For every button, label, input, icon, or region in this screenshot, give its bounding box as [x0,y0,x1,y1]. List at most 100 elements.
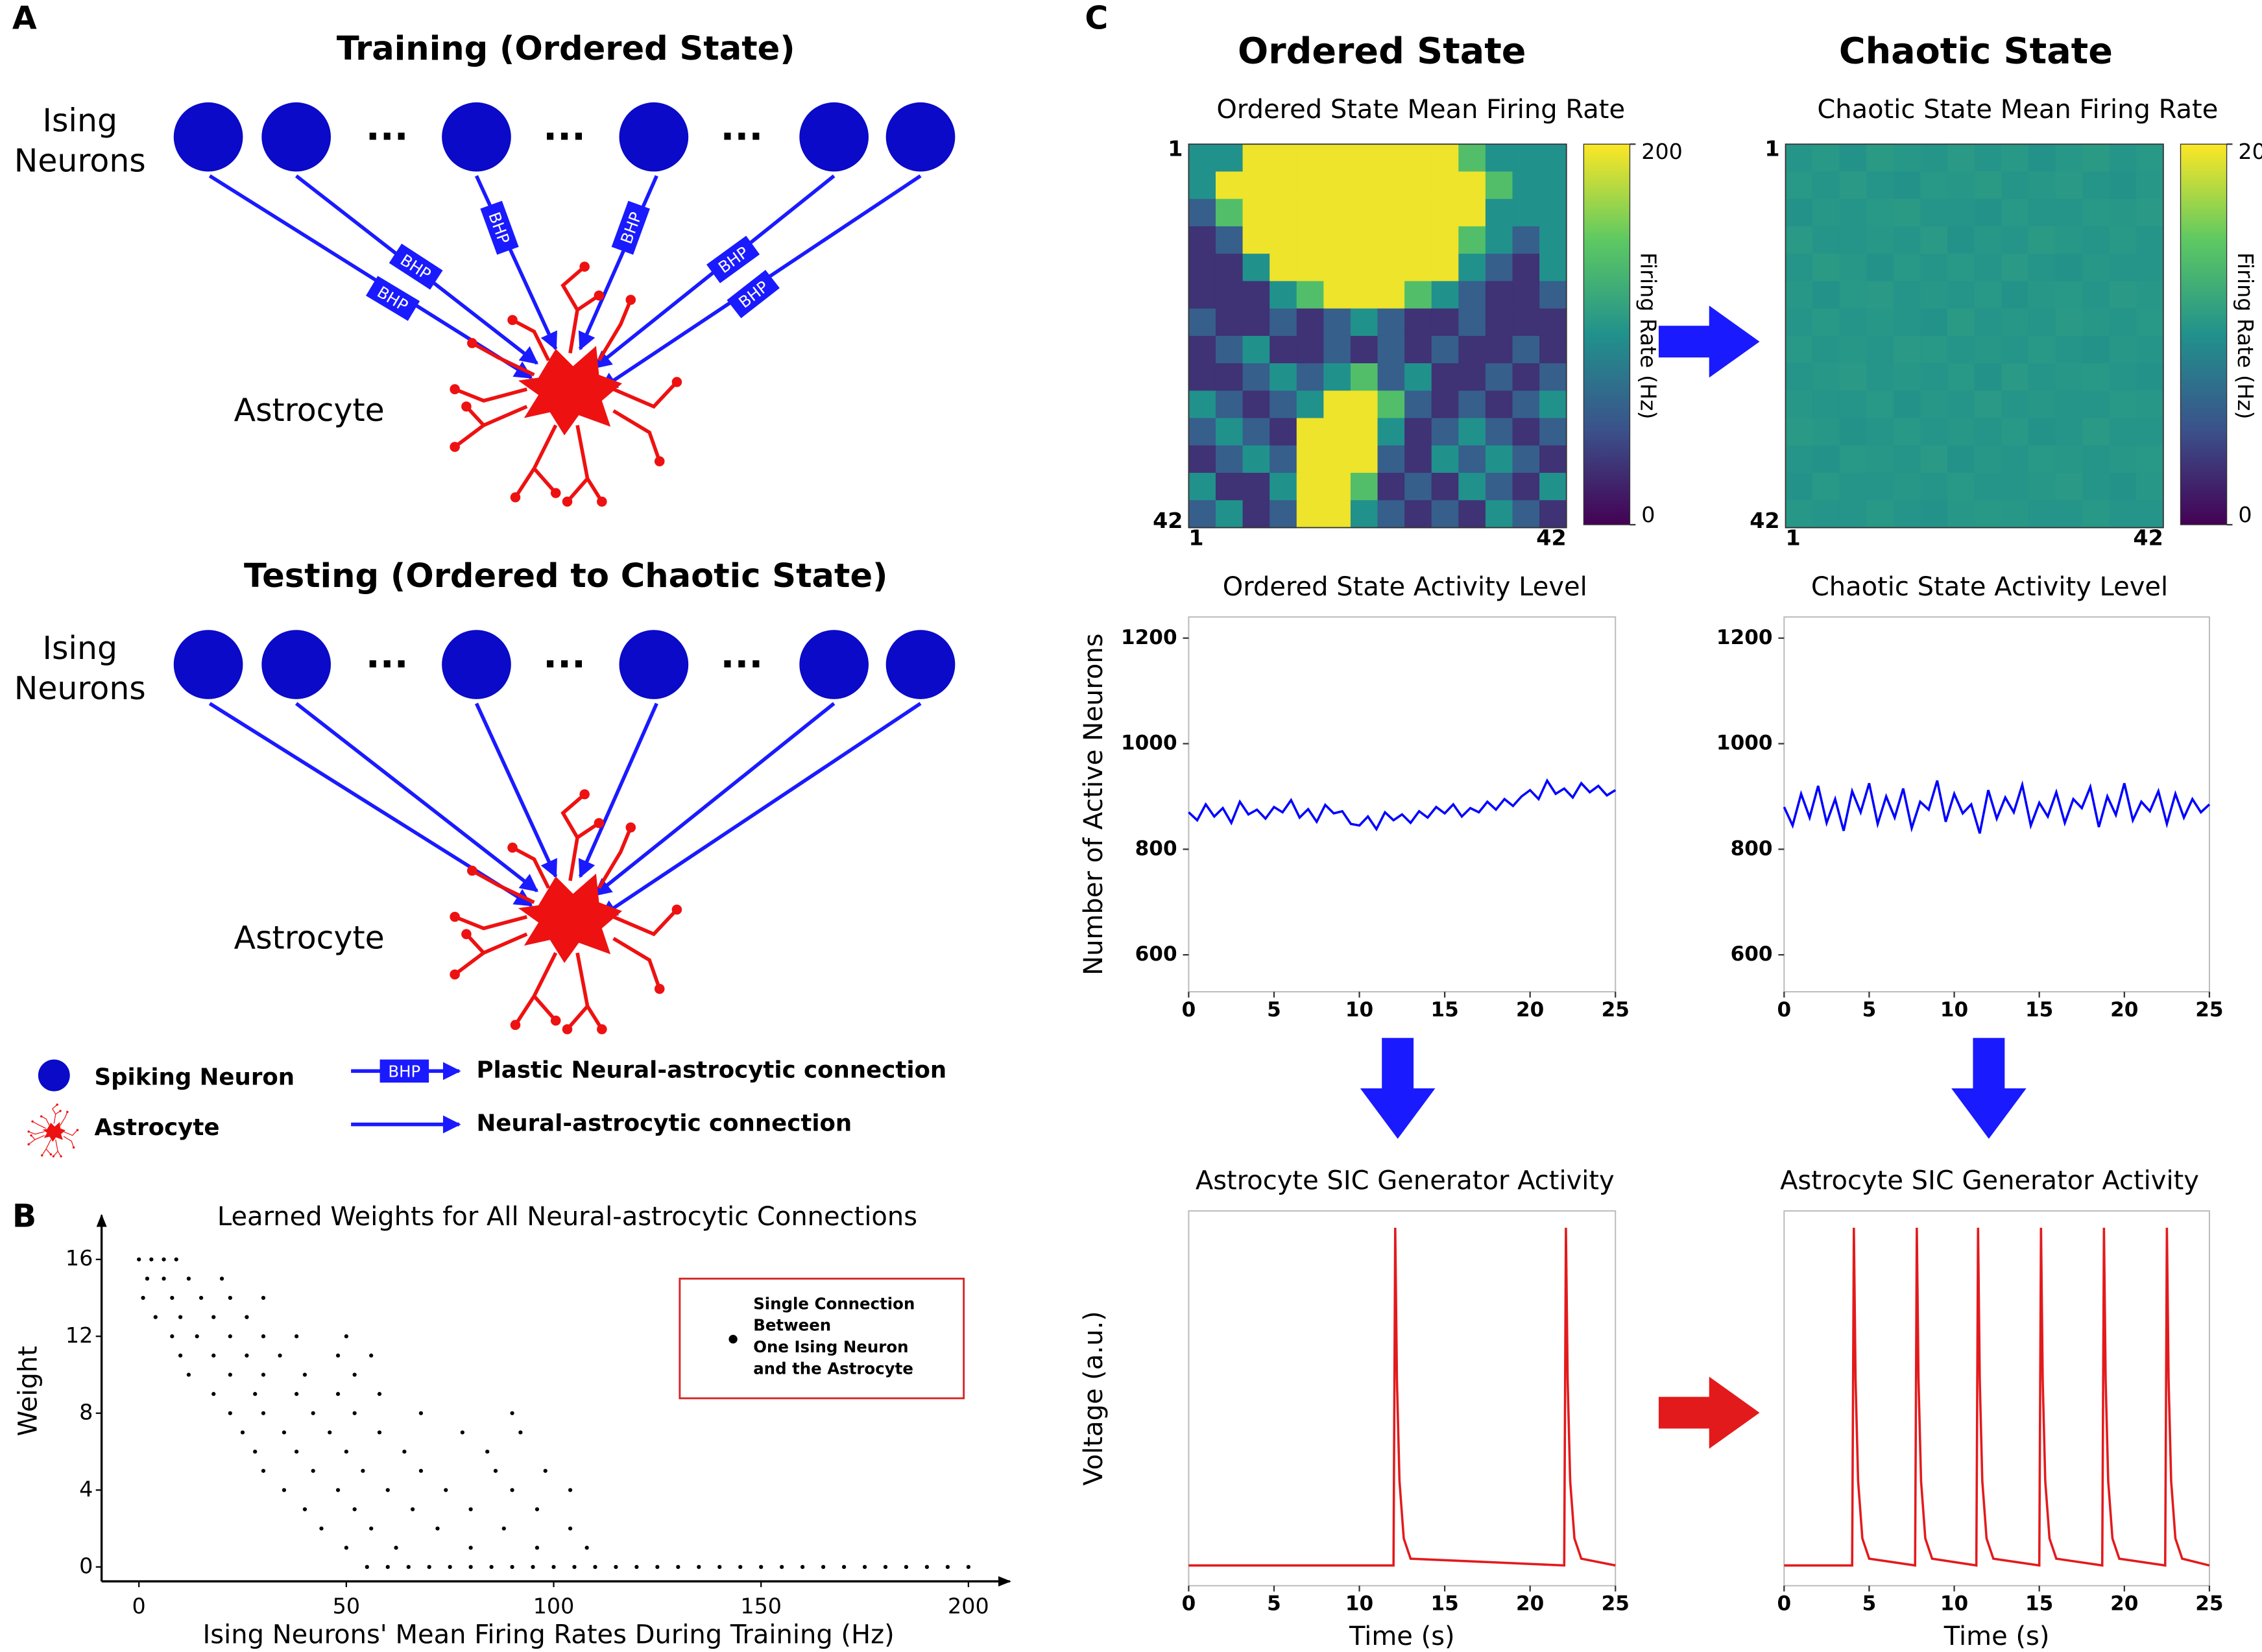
heatmap-cell [1866,254,1894,282]
x-tick-label: 5 [1862,998,1877,1022]
heatmap-cell [1350,308,1378,337]
heatmap-cell [1404,226,1432,255]
astrocyte-end [654,983,665,994]
connection [474,174,558,351]
heatmap-cell [1485,500,1513,529]
heatmap-cell [1269,500,1297,529]
heatmap-cell [1404,198,1432,227]
heatmap-cell [1377,254,1406,282]
heatmap-cell [1377,198,1406,227]
heatmap-cell [1893,390,1921,419]
astrocyte-branch [612,381,679,409]
heatmap-cell [1974,198,2003,227]
astrocyte-label: Astrocyte [234,920,385,957]
heatmap-cell [1785,281,1814,309]
y-axis-label: Number of Active Neurons [1079,634,1109,976]
heatmap-cell [1269,254,1297,282]
point [418,1468,424,1473]
ising-neuron [261,630,331,699]
connection [295,702,539,892]
heatmap-cell [1188,254,1216,282]
heatmap-cell [2109,171,2137,200]
heatmap-cell [2136,198,2164,227]
heatmap-cell [2001,254,2029,282]
heatmap-cell [1404,445,1432,473]
ising-neuron [799,102,869,172]
ellipsis: ... [366,632,409,676]
point [924,1564,930,1569]
heatmap-cell [1242,418,1271,446]
heatmap-cell [1812,418,1840,446]
heatmap-cell [1188,363,1216,392]
point [344,1546,348,1550]
astrocyte-end [562,1024,573,1035]
heatmap-cell [1242,500,1271,529]
x-tick-label: 0 [1182,1592,1196,1616]
heatmap-cell [1812,500,1840,529]
heatmap-cell [1377,281,1406,309]
heatmap-cell [1323,171,1351,200]
connection [474,702,558,878]
legend-text: Spiking Neuron [95,1064,295,1090]
heatmap-cell [1974,308,2003,337]
heatmap-cell [1188,500,1216,529]
heatmap-cell [2001,335,2029,364]
astrocyte-end [450,969,460,980]
heatmap-cell [1377,363,1406,392]
heatmap-cell [1974,254,2003,282]
heatmap-cell [1323,472,1351,501]
heatmap-cell [2001,418,2029,446]
heatmap-cell [1947,226,1975,255]
point [282,1430,287,1435]
astrocyte-icon [27,1103,79,1158]
heatmap-cell [1458,472,1486,501]
astrocyte-end [461,401,472,412]
heatmap-cell [1404,390,1432,419]
heatmap-cell [1323,308,1351,337]
heatmap-cell [1377,472,1406,501]
heatmap-cell [2055,254,2083,282]
x-tick-label: 0 [132,1594,146,1619]
point [385,1564,390,1569]
x-tick-label: 5 [1862,1592,1877,1616]
heatmap-cell [2001,308,2029,337]
heatmap-cell [1785,472,1814,501]
bhp-tag: BHP [366,276,420,321]
heatmap-cell [1920,226,1948,255]
point [460,1430,464,1435]
heatmap-cell [1947,335,1975,364]
point [501,1526,506,1531]
column-title: Chaotic State [1839,30,2113,72]
chart-title: Astrocyte SIC Generator Activity [1196,1166,1615,1195]
astrocyte-end [594,818,605,828]
heatmap-cell [1812,335,1840,364]
bhp-tag: BHP [480,200,519,255]
heatmap-cell [1458,335,1486,364]
heatmap-cell [1269,418,1297,446]
heatmap-cell [1947,445,1975,473]
heatmap-cell [1296,198,1325,227]
heatmap-cell [2028,390,2056,419]
astrocyte-end [56,1103,58,1106]
heatmap-cell [1866,281,1894,309]
heatmap-cell [1296,472,1325,501]
heatmap-cell [1296,418,1325,446]
astrocyte-branch [566,477,589,503]
heatmap-cell [1296,500,1325,529]
x-tick-label: 0 [1182,998,1196,1022]
heatmap-cell [2055,198,2083,227]
heatmap-cell [1350,418,1378,446]
astrocyte-end [579,261,590,272]
heatmap-cell [1839,281,1868,309]
point [311,1411,315,1415]
heatmap-cell [1458,445,1486,473]
heatmap-cell [1485,254,1513,282]
heatmap-cell [2136,254,2164,282]
heatmap-cell [1296,171,1325,200]
astrocyte-end [467,338,477,348]
point [295,1449,299,1454]
heatmap-cell [2082,472,2110,501]
down-arrow [1360,1038,1436,1139]
heatmap-cell [2055,500,2083,529]
heatmap-cell [1485,472,1513,501]
